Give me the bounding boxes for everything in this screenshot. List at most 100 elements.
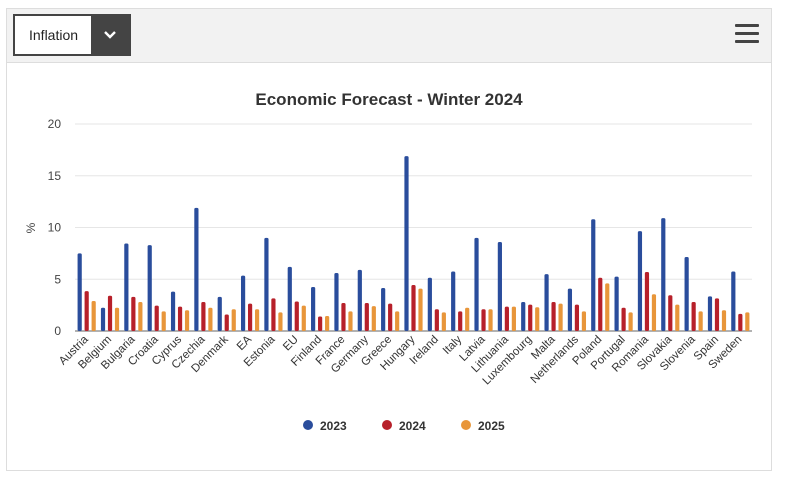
bar-spain-2023[interactable]	[707, 296, 713, 331]
bar-czechia-2023[interactable]	[194, 207, 199, 331]
bar-finland-2025[interactable]	[325, 315, 330, 331]
bar-ea-2024[interactable]	[247, 303, 253, 331]
bar-belgium-2024[interactable]	[107, 295, 113, 331]
bar-portugal-2023[interactable]	[614, 276, 619, 331]
bar-slovakia-2024[interactable]	[668, 295, 673, 331]
bar-sweden-2024[interactable]	[738, 313, 743, 331]
bar-hungary-2023[interactable]	[404, 156, 409, 331]
bar-germany-2025[interactable]	[371, 306, 376, 331]
bar-netherlands-2024[interactable]	[574, 304, 580, 331]
bar-ireland-2025[interactable]	[441, 312, 446, 331]
bar-luxembourg-2024[interactable]	[528, 304, 533, 331]
bar-bulgaria-2025[interactable]	[138, 302, 143, 331]
hamburger-menu-icon[interactable]	[735, 24, 759, 44]
bar-italy-2024[interactable]	[458, 311, 463, 331]
bar-spain-2025[interactable]	[721, 310, 727, 331]
bar-spain-2024[interactable]	[714, 298, 720, 331]
bar-finland-2023[interactable]	[311, 287, 316, 331]
bar-hungary-2025[interactable]	[418, 288, 423, 331]
bar-portugal-2025[interactable]	[628, 312, 633, 331]
legend-label[interactable]: 2023	[320, 419, 347, 433]
bar-bulgaria-2023[interactable]	[124, 243, 129, 331]
bar-estonia-2024[interactable]	[271, 298, 276, 331]
bar-luxembourg-2025[interactable]	[535, 307, 540, 331]
dropdown-value: Inflation	[29, 27, 79, 43]
bar-ea-2023[interactable]	[240, 275, 246, 331]
bar-estonia-2023[interactable]	[264, 237, 269, 331]
bar-belgium-2023[interactable]	[100, 307, 106, 331]
bar-greece-2024[interactable]	[388, 303, 393, 331]
bar-slovenia-2023[interactable]	[684, 256, 689, 331]
bar-netherlands-2025[interactable]	[581, 311, 587, 331]
bar-france-2025[interactable]	[348, 311, 353, 331]
bar-france-2023[interactable]	[334, 273, 339, 331]
bar-malta-2025[interactable]	[558, 303, 563, 331]
bar-italy-2023[interactable]	[451, 271, 456, 331]
bar-belgium-2025[interactable]	[114, 307, 120, 331]
bar-slovenia-2024[interactable]	[691, 302, 696, 331]
bar-poland-2023[interactable]	[591, 219, 596, 331]
bar-greece-2025[interactable]	[395, 311, 400, 331]
bar-romania-2024[interactable]	[644, 272, 650, 331]
bar-netherlands-2023[interactable]	[567, 288, 573, 331]
bar-lithuania-2025[interactable]	[511, 306, 516, 331]
bar-czechia-2025[interactable]	[208, 307, 213, 331]
bar-slovakia-2025[interactable]	[675, 304, 680, 331]
bar-finland-2024[interactable]	[318, 316, 323, 331]
bar-ireland-2024[interactable]	[434, 309, 439, 331]
bar-luxembourg-2023[interactable]	[521, 302, 526, 331]
bar-austria-2024[interactable]	[84, 291, 89, 331]
legend-marker-2023	[303, 420, 313, 430]
bar-romania-2025[interactable]	[651, 294, 657, 331]
bar-sweden-2025[interactable]	[745, 312, 750, 331]
bar-sweden-2023[interactable]	[731, 271, 736, 331]
bar-lithuania-2024[interactable]	[504, 306, 509, 331]
bar-eu-2023[interactable]	[287, 266, 292, 331]
bar-croatia-2025[interactable]	[161, 311, 166, 331]
bar-france-2024[interactable]	[341, 303, 346, 331]
bar-germany-2023[interactable]	[357, 269, 362, 331]
bar-slovenia-2025[interactable]	[698, 311, 703, 331]
bar-italy-2025[interactable]	[465, 307, 470, 331]
legend-label[interactable]: 2024	[399, 419, 426, 433]
bar-ireland-2023[interactable]	[427, 277, 432, 331]
bar-denmark-2024[interactable]	[224, 314, 229, 331]
bar-lithuania-2023[interactable]	[497, 241, 502, 331]
y-tick-label: 5	[54, 272, 61, 286]
bar-malta-2024[interactable]	[551, 302, 556, 331]
bar-latvia-2023[interactable]	[474, 237, 479, 331]
bar-greece-2023[interactable]	[381, 288, 386, 331]
bar-austria-2023[interactable]	[77, 253, 82, 331]
toolbar: Inflation	[7, 9, 771, 63]
bar-cyprus-2025[interactable]	[184, 310, 190, 331]
bar-czechia-2024[interactable]	[201, 302, 206, 331]
bar-cyprus-2023[interactable]	[170, 291, 176, 331]
bar-latvia-2025[interactable]	[488, 309, 493, 331]
indicator-dropdown[interactable]: Inflation	[13, 14, 131, 56]
bar-denmark-2023[interactable]	[217, 296, 222, 331]
chevron-down-icon[interactable]	[91, 16, 129, 54]
legend-label[interactable]: 2025	[478, 419, 505, 433]
bar-croatia-2023[interactable]	[147, 245, 152, 331]
bar-croatia-2024[interactable]	[154, 305, 159, 331]
bar-bulgaria-2024[interactable]	[131, 296, 136, 331]
bar-portugal-2024[interactable]	[621, 307, 626, 331]
bar-denmark-2025[interactable]	[231, 309, 236, 331]
bar-estonia-2025[interactable]	[278, 312, 283, 331]
bar-latvia-2024[interactable]	[481, 309, 486, 331]
bar-hungary-2024[interactable]	[411, 284, 416, 331]
bar-eu-2025[interactable]	[301, 305, 306, 331]
bar-romania-2023[interactable]	[637, 231, 643, 331]
y-axis-label: %	[24, 222, 38, 233]
bar-malta-2023[interactable]	[544, 274, 549, 331]
bar-poland-2024[interactable]	[598, 277, 603, 331]
bar-cyprus-2024[interactable]	[177, 306, 183, 331]
bar-germany-2024[interactable]	[364, 303, 369, 331]
bar-poland-2025[interactable]	[605, 283, 610, 331]
bar-austria-2025[interactable]	[91, 300, 96, 331]
bar-eu-2024[interactable]	[294, 301, 299, 331]
y-tick-label: 10	[48, 221, 62, 235]
bar-slovakia-2023[interactable]	[661, 218, 666, 331]
bar-ea-2025[interactable]	[254, 309, 260, 331]
